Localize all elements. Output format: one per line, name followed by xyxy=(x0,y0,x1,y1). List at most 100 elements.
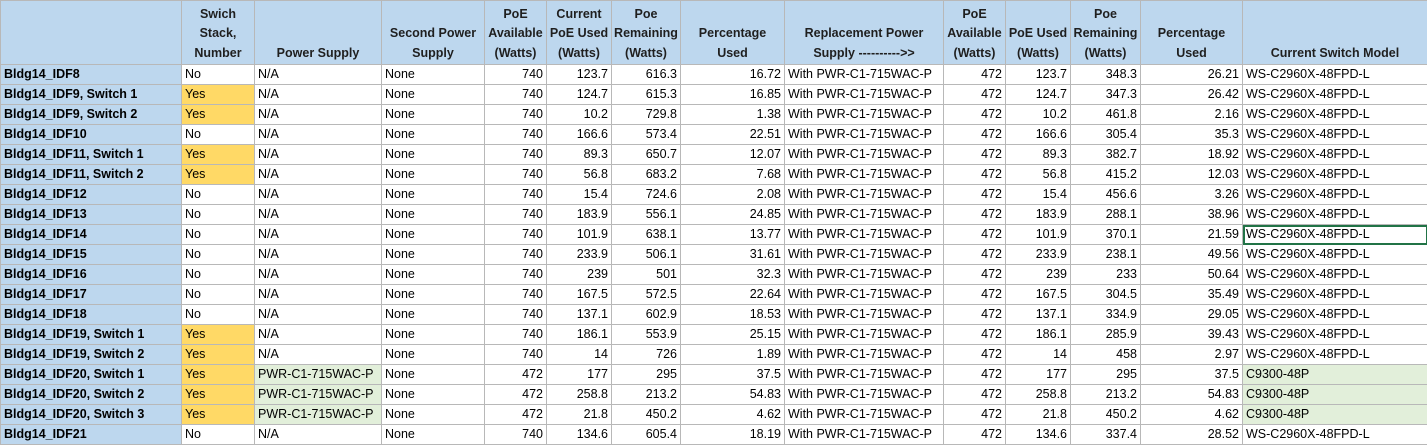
new-percentage-used-cell[interactable]: 39.43 xyxy=(1140,324,1243,345)
percentage-used-cell[interactable]: 16.85 xyxy=(680,84,785,105)
switch-model-cell[interactable]: WS-C2960X-48FPD-L xyxy=(1242,64,1427,85)
second-power-supply-cell[interactable]: None xyxy=(381,84,485,105)
poe-remaining-cell[interactable]: 650.7 xyxy=(611,144,681,165)
second-power-supply-cell[interactable]: None xyxy=(381,404,485,425)
stack-cell[interactable]: Yes xyxy=(181,404,255,425)
replacement-power-supply-cell[interactable]: With PWR-C1-715WAC-P xyxy=(784,144,944,165)
idf-name-cell[interactable]: Bldg14_IDF8 xyxy=(0,64,182,85)
current-poe-used-cell[interactable]: 101.9 xyxy=(546,224,612,245)
poe-remaining-cell[interactable]: 556.1 xyxy=(611,204,681,225)
poe-remaining-cell[interactable]: 506.1 xyxy=(611,244,681,265)
idf-name-cell[interactable]: Bldg14_IDF14 xyxy=(0,224,182,245)
power-supply-header[interactable]: Power Supply xyxy=(254,0,382,65)
percentage-used-cell[interactable]: 4.62 xyxy=(680,404,785,425)
new-percentage-used-cell[interactable]: 2.97 xyxy=(1140,344,1243,365)
new-poe-remaining-cell[interactable]: 295 xyxy=(1070,364,1141,385)
second-power-supply-cell[interactable]: None xyxy=(381,244,485,265)
stack-cell[interactable]: Yes xyxy=(181,364,255,385)
new-poe-available-cell[interactable]: 472 xyxy=(943,64,1006,85)
new-poe-remaining-cell[interactable]: 347.3 xyxy=(1070,84,1141,105)
power-supply-cell[interactable]: N/A xyxy=(254,104,382,125)
corner-header[interactable] xyxy=(0,0,182,65)
current-poe-used-cell[interactable]: 177 xyxy=(546,364,612,385)
second-power-supply-cell[interactable]: None xyxy=(381,424,485,445)
poe-available-cell[interactable]: 740 xyxy=(484,244,547,265)
current-poe-used-cell[interactable]: 15.4 xyxy=(546,184,612,205)
replacement-power-supply-cell[interactable]: With PWR-C1-715WAC-P xyxy=(784,344,944,365)
switch-model-cell[interactable]: C9300-48P xyxy=(1242,364,1427,385)
percentage-used-cell[interactable]: 24.85 xyxy=(680,204,785,225)
idf-name-cell[interactable]: Bldg14_IDF18 xyxy=(0,304,182,325)
new-percentage-used-cell[interactable]: 26.21 xyxy=(1140,64,1243,85)
poe-remaining-cell[interactable]: 573.4 xyxy=(611,124,681,145)
percentage-used-cell[interactable]: 18.19 xyxy=(680,424,785,445)
second-power-supply-cell[interactable]: None xyxy=(381,104,485,125)
power-supply-cell[interactable]: N/A xyxy=(254,324,382,345)
stack-cell[interactable]: No xyxy=(181,424,255,445)
replacement-power-supply-cell[interactable]: With PWR-C1-715WAC-P xyxy=(784,404,944,425)
switch-model-cell[interactable]: WS-C2960X-48FPD-L xyxy=(1242,424,1427,445)
percentage-used-cell[interactable]: 54.83 xyxy=(680,384,785,405)
idf-name-cell[interactable]: Bldg14_IDF20, Switch 3 xyxy=(0,404,182,425)
new-poe-available-cell[interactable]: 472 xyxy=(943,204,1006,225)
current-poe-used-cell[interactable]: 167.5 xyxy=(546,284,612,305)
stack-cell[interactable]: Yes xyxy=(181,384,255,405)
stack-cell[interactable]: No xyxy=(181,224,255,245)
poe-remaining-cell[interactable]: 616.3 xyxy=(611,64,681,85)
new-poe-available-cell[interactable]: 472 xyxy=(943,364,1006,385)
new-percentage-used-cell[interactable]: 38.96 xyxy=(1140,204,1243,225)
idf-name-cell[interactable]: Bldg14_IDF19, Switch 1 xyxy=(0,324,182,345)
percentage-used-cell[interactable]: 37.5 xyxy=(680,364,785,385)
idf-name-cell[interactable]: Bldg14_IDF20, Switch 1 xyxy=(0,364,182,385)
new-poe-available-cell[interactable]: 472 xyxy=(943,184,1006,205)
idf-name-cell[interactable]: Bldg14_IDF9, Switch 1 xyxy=(0,84,182,105)
second-power-supply-cell[interactable]: None xyxy=(381,304,485,325)
new-poe-used-cell[interactable]: 89.3 xyxy=(1005,144,1071,165)
idf-name-cell[interactable]: Bldg14_IDF11, Switch 1 xyxy=(0,144,182,165)
stack-cell[interactable]: No xyxy=(181,204,255,225)
poe-remaining-cell[interactable]: 450.2 xyxy=(611,404,681,425)
poe-available-cell[interactable]: 740 xyxy=(484,284,547,305)
stack-header[interactable]: Swich Stack, Number xyxy=(181,0,255,65)
second-power-supply-header[interactable]: Second Power Supply xyxy=(381,0,485,65)
switch-model-cell[interactable]: WS-C2960X-48FPD-L xyxy=(1242,164,1427,185)
replacement-power-supply-cell[interactable]: With PWR-C1-715WAC-P xyxy=(784,384,944,405)
current-poe-used-cell[interactable]: 124.7 xyxy=(546,84,612,105)
new-percentage-used-cell[interactable]: 3.26 xyxy=(1140,184,1243,205)
poe-available-cell[interactable]: 740 xyxy=(484,224,547,245)
new-poe-remaining-cell[interactable]: 288.1 xyxy=(1070,204,1141,225)
new-poe-used-cell[interactable]: 183.9 xyxy=(1005,204,1071,225)
power-supply-cell[interactable]: N/A xyxy=(254,184,382,205)
percentage-used-cell[interactable]: 22.51 xyxy=(680,124,785,145)
new-poe-available-cell[interactable]: 472 xyxy=(943,264,1006,285)
second-power-supply-cell[interactable]: None xyxy=(381,204,485,225)
new-poe-used-cell[interactable]: 21.8 xyxy=(1005,404,1071,425)
poe-available-cell[interactable]: 740 xyxy=(484,424,547,445)
poe-available-cell[interactable]: 740 xyxy=(484,264,547,285)
second-power-supply-cell[interactable]: None xyxy=(381,344,485,365)
stack-cell[interactable]: Yes xyxy=(181,324,255,345)
poe-remaining-cell[interactable]: 724.6 xyxy=(611,184,681,205)
current-poe-used-cell[interactable]: 137.1 xyxy=(546,304,612,325)
new-poe-used-cell[interactable]: 137.1 xyxy=(1005,304,1071,325)
new-poe-remaining-cell[interactable]: 458 xyxy=(1070,344,1141,365)
second-power-supply-cell[interactable]: None xyxy=(381,384,485,405)
poe-remaining-cell[interactable]: 729.8 xyxy=(611,104,681,125)
new-poe-used-cell[interactable]: 166.6 xyxy=(1005,124,1071,145)
power-supply-cell[interactable]: N/A xyxy=(254,204,382,225)
percentage-used-cell[interactable]: 16.72 xyxy=(680,64,785,85)
switch-model-cell[interactable]: WS-C2960X-48FPD-L xyxy=(1242,104,1427,125)
current-poe-used-cell[interactable]: 89.3 xyxy=(546,144,612,165)
new-poe-remaining-cell[interactable]: 238.1 xyxy=(1070,244,1141,265)
new-percentage-used-cell[interactable]: 21.59 xyxy=(1140,224,1243,245)
poe-available-cell[interactable]: 740 xyxy=(484,304,547,325)
new-poe-used-cell[interactable]: 134.6 xyxy=(1005,424,1071,445)
second-power-supply-cell[interactable]: None xyxy=(381,64,485,85)
new-percentage-used-cell[interactable]: 18.92 xyxy=(1140,144,1243,165)
new-poe-used-cell[interactable]: 258.8 xyxy=(1005,384,1071,405)
new-poe-used-cell[interactable]: 123.7 xyxy=(1005,64,1071,85)
percentage-used-cell[interactable]: 2.08 xyxy=(680,184,785,205)
new-poe-used-cell[interactable]: 10.2 xyxy=(1005,104,1071,125)
current-poe-used-cell[interactable]: 233.9 xyxy=(546,244,612,265)
new-poe-remaining-cell[interactable]: 382.7 xyxy=(1070,144,1141,165)
